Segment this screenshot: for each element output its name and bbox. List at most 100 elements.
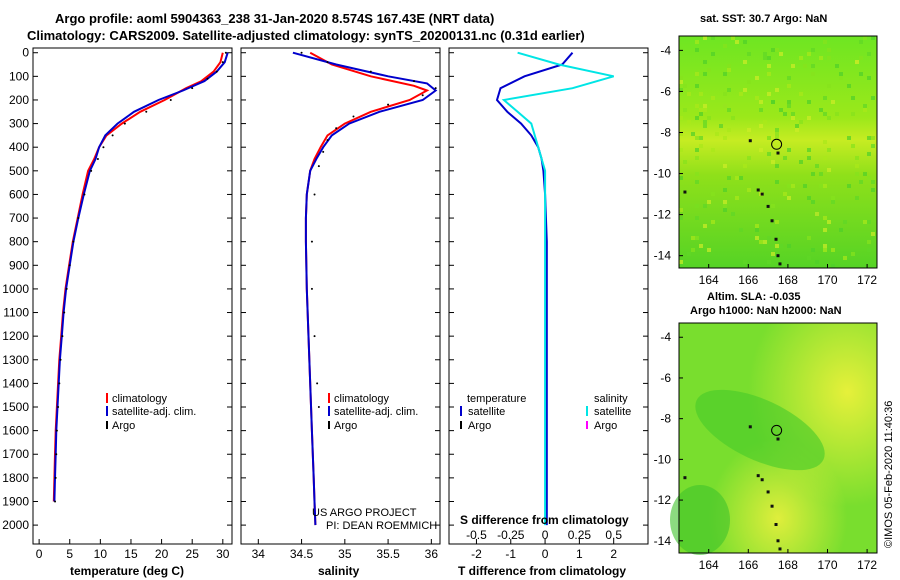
- map-x-tick-label: 164: [699, 558, 719, 572]
- legend-s-satellite: satellite: [594, 406, 631, 418]
- sst-pixel: [711, 220, 715, 224]
- island: [774, 523, 778, 527]
- sst-pixel: [691, 132, 695, 136]
- sst-pixel: [859, 40, 863, 44]
- sst-pixel: [695, 72, 699, 76]
- map-x-tick-label: 164: [699, 273, 719, 287]
- island: [776, 254, 780, 258]
- sst-pixel: [703, 204, 707, 208]
- sst-pixel: [755, 228, 759, 232]
- sst-pixel: [807, 196, 811, 200]
- x-tick-label: 35: [338, 547, 352, 561]
- sst-pixel: [695, 172, 699, 176]
- sst-pixel: [679, 132, 683, 136]
- x-tick-label: 0: [36, 547, 43, 561]
- sst-pixel: [807, 236, 811, 240]
- sst-pixel: [827, 56, 831, 60]
- sst-pixel: [859, 56, 863, 60]
- sst-pixel: [859, 72, 863, 76]
- sst-pixel: [695, 40, 699, 44]
- argo-point: [59, 358, 62, 361]
- sst-pixel: [843, 256, 847, 260]
- sst-pixel: [767, 64, 771, 68]
- sst-map-islands: [683, 139, 782, 266]
- legend-temperature-title: temperature: [467, 393, 526, 405]
- sst-pixel: [727, 176, 731, 180]
- y-tick-label: 1000: [2, 282, 29, 296]
- sst-pixel: [739, 92, 743, 96]
- legend-argo: Argo: [334, 420, 357, 432]
- sst-pixel: [823, 184, 827, 188]
- legend-swatch-s-argo: [586, 421, 588, 429]
- sst-pixel: [791, 64, 795, 68]
- salinity-frame: [240, 47, 441, 545]
- sst-pixel: [731, 36, 735, 40]
- sst-pixel: [699, 92, 703, 96]
- temperature-xlabel: temperature (deg C): [70, 564, 184, 578]
- sst-pixel: [775, 48, 779, 52]
- sst-pixel: [731, 212, 735, 216]
- sst-pixel: [687, 120, 691, 124]
- island: [748, 425, 752, 429]
- sst-pixel: [851, 112, 855, 116]
- sst-pixel: [787, 184, 791, 188]
- legend-argo: Argo: [112, 420, 135, 432]
- sst-pixel: [867, 240, 871, 244]
- legend-climatology: climatology: [334, 393, 390, 405]
- sst-pixel: [703, 104, 707, 108]
- sst-pixel: [771, 100, 775, 104]
- sst-pixel: [707, 68, 711, 72]
- legend-swatch-s-satellite: [586, 406, 588, 416]
- sst-pixel: [795, 128, 799, 132]
- sst-pixel: [707, 116, 711, 120]
- sst-pixel: [699, 144, 703, 148]
- island: [760, 478, 764, 482]
- sst-pixel: [799, 160, 803, 164]
- sst-pixel: [847, 184, 851, 188]
- sst-pixel: [695, 180, 699, 184]
- sst-pixel: [723, 72, 727, 76]
- sst-pixel: [747, 52, 751, 56]
- x-tick-label: 35.5: [376, 547, 400, 561]
- map-y-tick-label: -14: [654, 249, 672, 263]
- sst-pixel: [699, 136, 703, 140]
- sst-pixel: [827, 116, 831, 120]
- argo-point: [317, 406, 320, 409]
- legend-swatch-climatology: [328, 393, 330, 403]
- sst-map-float-marker: [771, 138, 783, 150]
- sla-map-title-2: Argo h1000: NaN h2000: NaN: [690, 305, 842, 317]
- sst-pixel: [831, 264, 835, 268]
- sst-pixel: [823, 216, 827, 220]
- y-tick-label: 500: [9, 164, 29, 178]
- sst-pixel: [695, 236, 699, 240]
- y-tick-label: 700: [9, 211, 29, 225]
- argo-point: [310, 287, 313, 290]
- sst-pixel: [807, 148, 811, 152]
- sst-pixel: [871, 36, 875, 40]
- argo-point: [413, 80, 416, 83]
- sst-pixel: [727, 128, 731, 132]
- sst-map-title: sat. SST: 30.7 Argo: NaN: [700, 13, 828, 25]
- argo-point: [352, 115, 355, 118]
- sst-pixel: [763, 120, 767, 124]
- island: [760, 192, 764, 196]
- sst-pixel: [723, 44, 727, 48]
- sst-pixel: [823, 156, 827, 160]
- sla-map: 164 166 168 170 172 -4 -6 -8 -10 -12 -14: [654, 322, 878, 572]
- sst-pixel: [775, 220, 779, 224]
- y-tick-label: 200: [9, 93, 29, 107]
- title-line-1: Argo profile: aoml 5904363_238 31-Jan-20…: [55, 11, 495, 26]
- sst-pixel: [811, 64, 815, 68]
- sst-pixel: [723, 104, 727, 108]
- sla-map-frame: [678, 322, 878, 554]
- sst-pixel: [779, 108, 783, 112]
- salinity-series: [292, 51, 438, 526]
- sst-pixel: [871, 144, 875, 148]
- argo-point: [310, 240, 313, 243]
- sst-pixel: [819, 108, 823, 112]
- sst-pixel: [799, 120, 803, 124]
- sst-pixel: [811, 172, 815, 176]
- temperature-ticks: 0 5 10 15 20 25 300100200300400500600700800900…: [2, 46, 232, 561]
- sst-pixel: [831, 248, 835, 252]
